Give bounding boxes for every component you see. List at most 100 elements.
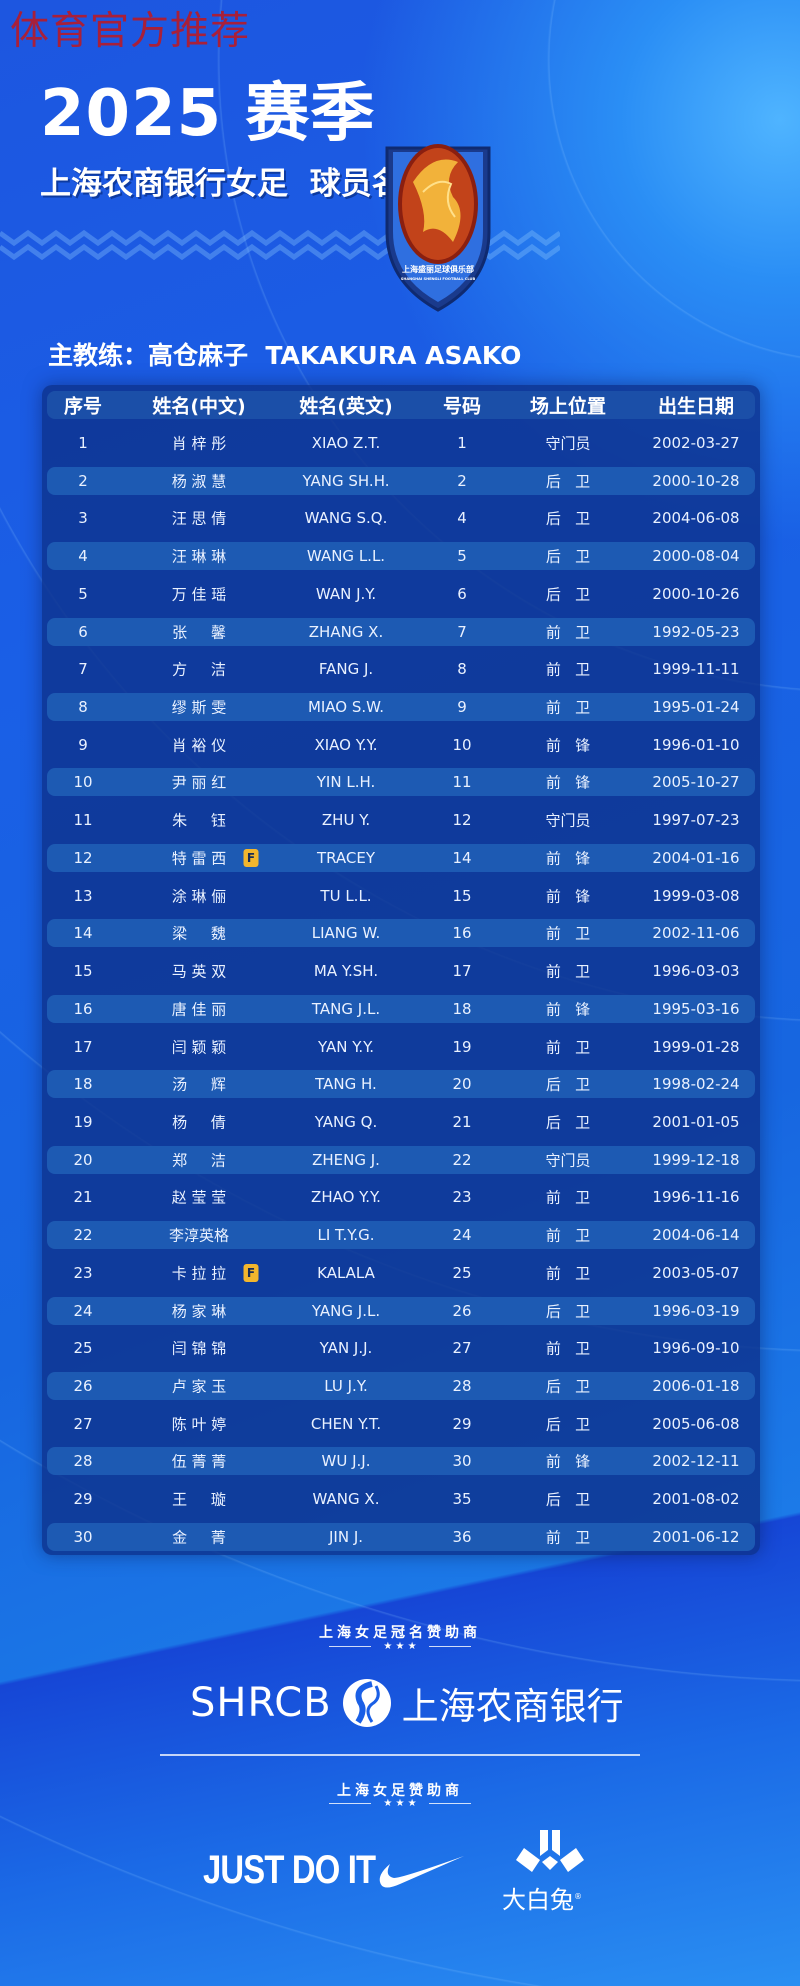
nike-slogan: JUST DO IT bbox=[203, 1848, 376, 1892]
header-col-name-en: 姓名(英文) bbox=[299, 395, 393, 418]
table-row-row-index: 17 bbox=[73, 1037, 93, 1056]
table-row-birth-date: 2002-03-27 bbox=[652, 434, 740, 452]
table-row-stripe bbox=[47, 693, 755, 722]
table-row-stripe bbox=[47, 1070, 755, 1099]
table-row-row-index: 4 bbox=[78, 547, 88, 566]
sponsor-divider bbox=[160, 1754, 640, 1756]
table-row-position: 后 卫 bbox=[545, 1075, 591, 1094]
table-row-jersey-number: 1 bbox=[457, 434, 467, 452]
table-row-name-cn: 杨 淑 慧 bbox=[171, 472, 227, 491]
table-row-stripe bbox=[47, 1522, 755, 1551]
table-row-birth-date: 1996-11-16 bbox=[652, 1188, 740, 1207]
registered-mark: ® bbox=[574, 1892, 582, 1901]
table-row-position: 前 卫 bbox=[545, 924, 591, 943]
table-row-name-cn: 朱 钰 bbox=[172, 811, 226, 830]
table-row-birth-date: 2004-06-08 bbox=[652, 509, 740, 528]
table-row-name-cn: 方 洁 bbox=[172, 660, 226, 679]
table-row-jersey-number: 4 bbox=[457, 509, 467, 528]
table-row-name-cn: 卡 拉 拉 bbox=[171, 1264, 227, 1283]
table-row-name-cn: 涂 琳 俪 bbox=[171, 887, 227, 906]
table-row-row-index: 22 bbox=[73, 1226, 93, 1245]
table-row-name-cn: 汪 思 倩 bbox=[171, 509, 227, 528]
table-row-name-cn: 马 英 双 bbox=[171, 962, 227, 981]
table-row-name-cn: 陈 叶 婷 bbox=[171, 1415, 227, 1434]
table-row-position: 后 卫 bbox=[545, 1415, 591, 1434]
table-row-name-cn: 汤 辉 bbox=[172, 1075, 226, 1094]
table-row-stripe bbox=[47, 919, 755, 948]
table-row-stripe bbox=[47, 1447, 755, 1476]
table-row-name-en: FANG J. bbox=[318, 660, 374, 679]
table-row-stripe bbox=[47, 843, 755, 872]
table-row-row-index: 24 bbox=[73, 1301, 93, 1320]
table-row-stripe bbox=[47, 1221, 755, 1250]
watermark: 体育官方推荐 bbox=[10, 9, 251, 54]
table-row-name-en: MA Y.SH. bbox=[313, 962, 379, 981]
table-row-birth-date: 1999-03-08 bbox=[652, 886, 740, 905]
table-row-name-cn: 闫 锦 锦 bbox=[171, 1339, 227, 1358]
table-row-name-en: YIN L.H. bbox=[316, 773, 376, 792]
table-row-position: 前 锋 bbox=[545, 887, 591, 906]
table-row-birth-date: 1999-12-18 bbox=[652, 1150, 740, 1169]
dabaitu-logo-icon bbox=[516, 1830, 584, 1872]
table-row-position: 后 卫 bbox=[545, 1490, 591, 1509]
table-row-stripe bbox=[47, 1145, 755, 1174]
table-row-jersey-number: 14 bbox=[452, 848, 472, 867]
table-row-position: 守门员 bbox=[545, 811, 591, 830]
table-row-position: 前 卫 bbox=[545, 1264, 591, 1283]
table-row-row-index: 9 bbox=[78, 735, 88, 754]
table-row-row-index: 19 bbox=[73, 1112, 93, 1131]
table-row-name-en: ZHANG X. bbox=[308, 622, 384, 641]
table-row-name-en: ZHAO Y.Y. bbox=[311, 1188, 381, 1207]
table-row-birth-date: 2005-10-27 bbox=[652, 773, 740, 792]
table-row-position: 前 锋 bbox=[545, 736, 591, 755]
nike-swoosh-icon bbox=[379, 1856, 464, 1888]
table-header bbox=[47, 391, 755, 419]
table-row-position: 后 卫 bbox=[545, 472, 591, 491]
table-row-position: 前 卫 bbox=[545, 1188, 591, 1207]
table-row-row-index: 2 bbox=[78, 471, 88, 490]
table-row-jersey-number: 21 bbox=[452, 1112, 472, 1131]
table-row-row-index: 11 bbox=[73, 811, 93, 830]
table-row-stripe bbox=[47, 1296, 755, 1325]
table-row-position: 后 卫 bbox=[545, 547, 591, 566]
table-row-jersey-number: 15 bbox=[452, 886, 472, 905]
table-row-jersey-number: 20 bbox=[452, 1075, 472, 1094]
table-row-birth-date: 2004-01-16 bbox=[652, 848, 740, 867]
table-row-row-index: 29 bbox=[73, 1490, 93, 1509]
table-row-name-en: ZHENG J. bbox=[312, 1150, 380, 1169]
page-title: 2025 赛季 bbox=[40, 77, 376, 151]
table-row-position: 前 卫 bbox=[545, 1528, 591, 1547]
table-row-row-index: 3 bbox=[78, 509, 88, 528]
table-row-birth-date: 1999-11-11 bbox=[652, 660, 740, 679]
table-row-row-index: 7 bbox=[78, 660, 88, 679]
badge-text-en: SHANGHAI SHENGLI FOOTBALL CLUB bbox=[401, 277, 476, 281]
table-row-birth-date: 2000-10-28 bbox=[652, 471, 740, 490]
table-row-birth-date: 2001-01-05 bbox=[652, 1112, 740, 1131]
table-row-name-en: XIAO Z.T. bbox=[311, 434, 381, 452]
stars-divider: ★ ★ ★ bbox=[0, 1798, 800, 1809]
table-row-name-en: YANG J.L. bbox=[311, 1301, 381, 1320]
table-row-stripe bbox=[47, 542, 755, 571]
table-row-jersey-number: 17 bbox=[452, 962, 472, 981]
table-row-name-en: KALALA bbox=[317, 1263, 375, 1282]
table-row-jersey-number: 16 bbox=[452, 924, 472, 943]
table-row-name-cn: 梁 魏 bbox=[172, 924, 226, 943]
table-row-position: 前 卫 bbox=[545, 1226, 591, 1245]
table-row-jersey-number: 27 bbox=[452, 1339, 472, 1358]
table-row-birth-date: 1999-01-28 bbox=[652, 1037, 740, 1056]
table-row-birth-date: 2005-06-08 bbox=[652, 1414, 740, 1433]
table-row-jersey-number: 7 bbox=[457, 622, 467, 641]
table-row-jersey-number: 28 bbox=[452, 1377, 472, 1395]
table-row-jersey-number: 2 bbox=[457, 471, 467, 490]
table-row-row-index: 18 bbox=[73, 1075, 93, 1094]
table-row-row-index: 1 bbox=[78, 434, 88, 452]
table-row-name-cn: 肖 裕 仪 bbox=[171, 736, 227, 755]
table-row-position: 后 卫 bbox=[545, 509, 591, 528]
table-row-jersey-number: 5 bbox=[457, 547, 467, 566]
dabaitu-logo-text: 大白兔® bbox=[502, 1880, 582, 1915]
table-row-row-index: 13 bbox=[73, 886, 93, 905]
table-row-row-index: 23 bbox=[73, 1263, 93, 1282]
title-sponsor-label: 上海女足冠名赞助商 bbox=[319, 1625, 481, 1641]
table-row-row-index: 15 bbox=[73, 962, 93, 981]
